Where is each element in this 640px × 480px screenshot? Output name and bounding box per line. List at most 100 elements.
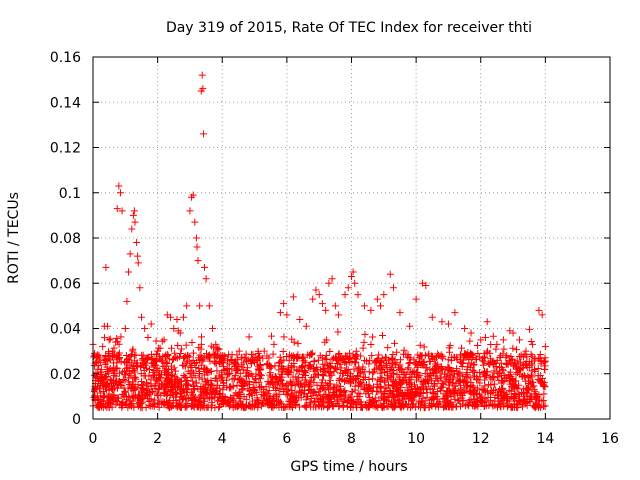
data-point bbox=[113, 359, 121, 367]
data-point bbox=[379, 332, 387, 340]
data-point bbox=[354, 291, 362, 299]
data-point bbox=[305, 386, 313, 394]
data-point bbox=[481, 376, 489, 384]
data-point bbox=[226, 384, 234, 392]
data-point bbox=[514, 360, 522, 368]
data-point bbox=[415, 399, 423, 407]
data-point bbox=[248, 351, 256, 359]
data-point bbox=[377, 382, 385, 390]
data-point bbox=[396, 309, 404, 317]
data-point bbox=[113, 377, 121, 385]
data-point bbox=[325, 398, 333, 406]
data-point bbox=[507, 378, 515, 386]
data-point bbox=[516, 336, 524, 344]
data-point bbox=[541, 343, 549, 351]
data-point bbox=[397, 403, 405, 411]
data-point bbox=[536, 351, 544, 359]
data-point bbox=[348, 272, 355, 280]
data-point bbox=[527, 392, 535, 400]
data-point bbox=[430, 381, 438, 389]
data-point bbox=[180, 372, 188, 380]
data-point bbox=[493, 340, 501, 348]
data-point bbox=[172, 388, 180, 396]
data-point bbox=[210, 358, 218, 366]
data-point bbox=[385, 381, 393, 389]
data-point bbox=[320, 384, 328, 392]
data-point bbox=[234, 366, 242, 374]
data-point bbox=[202, 275, 210, 283]
data-point bbox=[510, 395, 518, 403]
x-axis-ticks: 0 2 4 6 8 10 12 14 16 bbox=[89, 57, 619, 447]
data-point bbox=[359, 344, 367, 352]
data-point bbox=[270, 392, 278, 400]
data-point bbox=[298, 362, 306, 370]
data-point bbox=[380, 291, 388, 299]
data-point bbox=[382, 361, 390, 369]
data-point bbox=[298, 363, 306, 371]
data-point bbox=[219, 386, 227, 394]
data-point bbox=[429, 385, 437, 393]
data-point bbox=[202, 365, 210, 373]
data-point bbox=[391, 356, 399, 364]
data-point bbox=[288, 392, 296, 400]
data-point bbox=[271, 362, 279, 370]
data-point bbox=[344, 355, 352, 363]
data-point bbox=[449, 366, 457, 374]
data-point bbox=[420, 404, 428, 412]
data-point bbox=[390, 367, 398, 375]
data-point bbox=[302, 322, 310, 330]
data-point bbox=[122, 351, 130, 359]
data-point bbox=[214, 346, 222, 354]
data-point bbox=[90, 386, 98, 394]
data-point bbox=[319, 354, 327, 362]
data-point bbox=[248, 360, 256, 368]
data-point bbox=[534, 372, 542, 380]
y-tick-label: 0.1 bbox=[59, 186, 81, 202]
data-point bbox=[180, 354, 188, 362]
data-point bbox=[401, 389, 409, 397]
data-point bbox=[462, 386, 470, 394]
data-point bbox=[140, 389, 148, 397]
data-point bbox=[237, 378, 245, 386]
data-point bbox=[256, 362, 264, 370]
data-point bbox=[446, 342, 454, 350]
data-point bbox=[155, 385, 163, 393]
data-point bbox=[477, 336, 485, 344]
data-point bbox=[513, 403, 521, 411]
data-point bbox=[361, 373, 369, 381]
data-point bbox=[146, 389, 154, 397]
data-point bbox=[284, 386, 292, 394]
data-point bbox=[306, 378, 314, 386]
data-point bbox=[218, 368, 226, 376]
data-point bbox=[428, 377, 436, 385]
data-point bbox=[154, 347, 162, 355]
data-point bbox=[116, 401, 124, 409]
data-point bbox=[260, 347, 268, 355]
data-point bbox=[101, 392, 109, 400]
data-point bbox=[255, 366, 263, 374]
data-point bbox=[134, 391, 142, 399]
data-point bbox=[268, 397, 276, 405]
data-point bbox=[169, 383, 177, 391]
data-point bbox=[352, 351, 360, 359]
data-point bbox=[444, 403, 452, 411]
data-point bbox=[480, 370, 488, 378]
data-point bbox=[457, 385, 465, 393]
data-point bbox=[300, 357, 308, 365]
data-point bbox=[415, 392, 423, 400]
data-point bbox=[432, 363, 440, 371]
data-point bbox=[386, 365, 394, 373]
data-point bbox=[248, 397, 256, 405]
data-point bbox=[341, 291, 349, 299]
data-point bbox=[390, 359, 398, 367]
data-point bbox=[324, 404, 331, 412]
data-point bbox=[491, 397, 499, 405]
data-point bbox=[290, 398, 298, 406]
data-point bbox=[527, 371, 535, 379]
data-point bbox=[103, 404, 111, 412]
data-point bbox=[291, 382, 299, 390]
data-point bbox=[510, 361, 518, 369]
data-point bbox=[336, 393, 344, 401]
data-point bbox=[434, 387, 442, 395]
data-point bbox=[499, 336, 507, 344]
